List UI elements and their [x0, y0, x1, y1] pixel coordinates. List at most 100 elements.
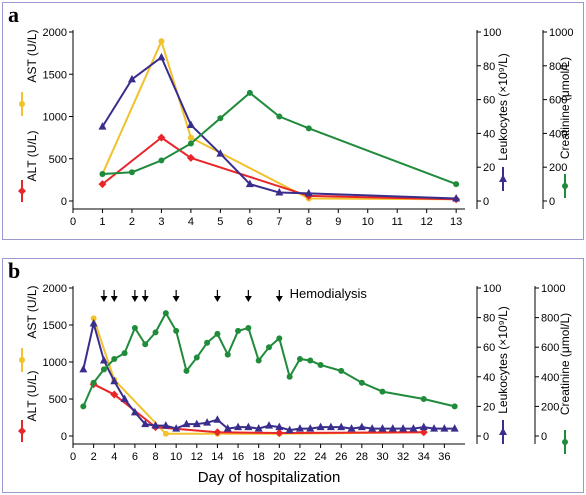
panel-b-leukocytes-point [337, 422, 346, 431]
panel-b-leukocytes-point [141, 419, 150, 428]
panel-b-leukocytes-point [265, 421, 273, 429]
panel-b-creatinine-point [266, 344, 272, 351]
panel-b-leukocytes-point [399, 424, 408, 432]
panel-b-creatinine-point [420, 396, 427, 402]
panel-a-ast-point [158, 38, 165, 45]
panel-a-creatinine-point [99, 170, 106, 177]
panel-a-crea-tick-label: 800 [549, 61, 567, 73]
panel-a-legend-leuk-marker [499, 174, 507, 182]
panel-b-x-tick-label: 18 [253, 451, 265, 463]
panel-b-leukocytes-point [419, 422, 428, 431]
panel-a-x-tick-label: 2 [129, 216, 135, 228]
panel-a-leukocytes-point [275, 188, 284, 196]
panel-b-alt-point [275, 429, 284, 438]
panel-a-legend-crea-marker [562, 183, 568, 189]
panel-a-leukocytes-point [304, 188, 313, 197]
panel-b-leukocytes-point [203, 418, 212, 426]
panel-a-alt-point [98, 180, 107, 189]
panel-b-creatinine-point [276, 335, 283, 342]
panel-b-creatinine-point [204, 339, 211, 346]
panel-b-alt-point [419, 428, 428, 437]
panel-a-x-tick-label: 1 [99, 216, 105, 228]
panel-b-crea-tick-label: 600 [541, 342, 559, 354]
panel-a-leukocytes-point [186, 120, 195, 128]
panel-a-x-tick-label: 11 [391, 216, 402, 228]
panel-a-alt-point [186, 153, 195, 162]
panel-b-leuk-tick-label: 100 [483, 283, 501, 295]
panel-b-leuk-tick-label: 20 [483, 401, 495, 413]
panel-b-creatinine-point [131, 324, 138, 331]
panel-b-creatinine-line [82, 312, 455, 408]
panel-a-x-tick-label: 6 [247, 216, 253, 228]
panel-a-creatinine-point [187, 140, 194, 147]
panel-b-creatinine-point [111, 356, 118, 363]
panel-b-leukocytes-point [130, 407, 139, 416]
panel-b-leukocytes-point [275, 422, 284, 431]
panel-b-leukocytes-point [213, 415, 222, 423]
panel-b-creatinine-point [162, 310, 169, 317]
panel-a-x-tick-label: 7 [276, 216, 282, 228]
panel-b-legend-alt-marker [18, 427, 26, 435]
panel-b-creatinine-point [255, 357, 262, 364]
panel-b-leukocytes-point [89, 319, 98, 327]
panel-a-legend-alt-label: ALT (U/L) [25, 131, 39, 182]
panel-b-leukocytes-point [295, 424, 304, 432]
panel-a-leukocytes-line [101, 56, 457, 200]
panel-b-creatinine-point [80, 403, 87, 410]
panel-b-legend-crea-label: Creatinine (μmol/L) [558, 313, 572, 415]
panel-b-crea-tick-label: 200 [541, 401, 559, 413]
panel-a-legend-alt-marker [18, 187, 26, 195]
panel-b-creatinine-point [235, 327, 242, 334]
panel-b-leuk-tick-label: 60 [483, 342, 495, 354]
panel-b-leukocytes-point [409, 424, 418, 432]
panel-b-hemodialysis-arrow-head [110, 296, 118, 302]
panel-b-leukocytes-point [172, 424, 181, 432]
panel-a-x-tick-label: 3 [158, 216, 164, 228]
panel-a-leuk-tick-label: 80 [483, 61, 495, 73]
panel-b-creatinine-point [245, 324, 252, 331]
panel-a-crea-tick-label: 600 [549, 95, 567, 107]
panel-a-x-tick-label: 8 [306, 216, 312, 228]
panel-b-x-tick-label: 14 [211, 451, 223, 463]
panel-b-x-tick-label: 2 [91, 451, 97, 463]
panel-b-leukocytes-point [234, 422, 243, 431]
panel-b-legend-alt-label: ALT (U/L) [25, 371, 39, 422]
panel-b-creatinine-point [338, 367, 345, 374]
panel-b-legend-ast-label: AST (U/L) [25, 285, 39, 338]
panel-b-ast-point [162, 430, 169, 437]
panel-a-leukocytes-point [452, 193, 461, 202]
panel-b-x-tick-label: 28 [356, 451, 368, 463]
panel-b-ast-point [90, 315, 97, 322]
panel-a-x-tick-label: 5 [217, 216, 223, 228]
panel-b-crea-tick-label: 0 [541, 431, 547, 443]
panel-b-crea-tick-label: 400 [541, 372, 559, 384]
panel-b-creatinine-point [193, 354, 200, 361]
panel-b-leukocytes-point [244, 422, 253, 431]
panel-b-creatinine-point [90, 379, 97, 386]
panel-a-left-tick-label: 2000 [43, 27, 67, 39]
panel-a-creatinine-line [102, 91, 457, 186]
panel-b-creatinine-point [100, 366, 107, 373]
panel-b-x-tick-label: 34 [418, 451, 430, 463]
panel-a-leukocytes-point [245, 179, 254, 188]
panel-a-leukocytes-point [157, 52, 166, 61]
panel-b-hemodialysis-arrow-head [172, 296, 180, 302]
panel-b-left-tick-label: 1000 [43, 357, 67, 369]
panel-a-left-tick-label: 500 [49, 154, 67, 166]
panel-b-alt-point [213, 428, 222, 437]
panel-b-crea-tick-label: 800 [541, 313, 559, 325]
panel-b-x-tick-label: 8 [152, 451, 158, 463]
panel-b-leukocytes-point [450, 424, 459, 432]
panel-b-creatinine-point [214, 330, 221, 337]
panel-b-leukocytes-point [357, 422, 366, 431]
panel-b-creatinine-point [379, 388, 386, 395]
panel-b-leukocytes-point [254, 424, 263, 432]
panel-b-creatinine-point [451, 403, 458, 410]
panel-b-leukocytes-point [378, 424, 387, 432]
panel-a-crea-tick-label: 200 [549, 162, 567, 174]
panel-b-hemodialysis-arrow-head [141, 296, 149, 302]
panel-b-leukocytes-point [223, 424, 232, 432]
panel-b-creatinine-point [183, 367, 190, 374]
panel-b-left-tick-label: 1500 [43, 320, 67, 332]
panel-b-legend-leuk-label: Leukocytes (×10⁹/L) [496, 306, 510, 414]
